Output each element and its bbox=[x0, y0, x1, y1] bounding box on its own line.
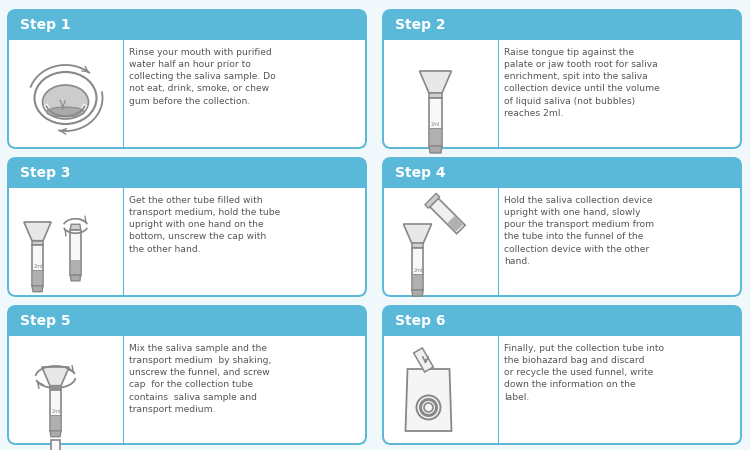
Bar bbox=[8, 173, 366, 188]
FancyBboxPatch shape bbox=[383, 10, 741, 40]
Text: Step 1: Step 1 bbox=[20, 18, 70, 32]
Polygon shape bbox=[406, 369, 451, 431]
Polygon shape bbox=[429, 93, 442, 98]
Polygon shape bbox=[70, 230, 81, 275]
Polygon shape bbox=[419, 71, 452, 93]
FancyBboxPatch shape bbox=[383, 306, 741, 444]
Text: Step 2: Step 2 bbox=[395, 18, 445, 32]
Bar bbox=[8, 321, 366, 336]
Text: Get the other tube filled with
transport medium, hold the tube
upright with one : Get the other tube filled with transport… bbox=[129, 196, 280, 254]
Text: 2ml: 2ml bbox=[34, 265, 43, 270]
FancyBboxPatch shape bbox=[383, 158, 741, 296]
Text: Mix the saliva sample and the
transport medium  by shaking,
unscrew the funnel, : Mix the saliva sample and the transport … bbox=[129, 344, 272, 414]
Polygon shape bbox=[33, 270, 42, 285]
Polygon shape bbox=[413, 274, 422, 289]
Text: Step 6: Step 6 bbox=[395, 314, 445, 328]
Text: Hold the saliva collection device
upright with one hand, slowly
pour the transpo: Hold the saliva collection device uprigh… bbox=[504, 196, 654, 266]
Text: Step 4: Step 4 bbox=[395, 166, 445, 180]
Bar bbox=[414, 348, 434, 372]
Bar bbox=[448, 216, 463, 232]
FancyBboxPatch shape bbox=[383, 306, 741, 336]
Polygon shape bbox=[32, 245, 43, 286]
Text: γ: γ bbox=[58, 96, 66, 109]
Bar bbox=[430, 198, 465, 234]
FancyBboxPatch shape bbox=[8, 158, 366, 188]
Polygon shape bbox=[412, 243, 423, 248]
Polygon shape bbox=[32, 241, 43, 245]
Bar bbox=[383, 173, 741, 188]
Polygon shape bbox=[51, 415, 60, 430]
Polygon shape bbox=[70, 224, 81, 230]
Polygon shape bbox=[71, 261, 80, 274]
Polygon shape bbox=[70, 275, 81, 281]
FancyBboxPatch shape bbox=[8, 10, 366, 40]
FancyBboxPatch shape bbox=[8, 306, 366, 444]
Polygon shape bbox=[42, 367, 69, 386]
Text: 2ml: 2ml bbox=[52, 410, 61, 414]
FancyBboxPatch shape bbox=[383, 158, 741, 188]
FancyBboxPatch shape bbox=[383, 10, 741, 148]
Polygon shape bbox=[404, 224, 431, 243]
Text: 2ml: 2ml bbox=[430, 122, 439, 127]
Polygon shape bbox=[24, 222, 51, 241]
FancyBboxPatch shape bbox=[8, 306, 366, 336]
Text: 2ml: 2ml bbox=[413, 268, 423, 273]
Polygon shape bbox=[51, 440, 60, 450]
Bar bbox=[383, 321, 741, 336]
Text: Rinse your mouth with purified
water half an hour prior to
collecting the saliva: Rinse your mouth with purified water hal… bbox=[129, 48, 276, 106]
Polygon shape bbox=[412, 290, 423, 296]
Bar bbox=[8, 25, 366, 40]
Polygon shape bbox=[412, 248, 423, 290]
FancyBboxPatch shape bbox=[8, 10, 366, 148]
Text: Finally, put the collection tube into
the biohazard bag and discard
or recycle t: Finally, put the collection tube into th… bbox=[504, 344, 664, 401]
FancyBboxPatch shape bbox=[8, 158, 366, 296]
Bar bbox=[424, 194, 439, 208]
Polygon shape bbox=[430, 128, 441, 145]
Bar bbox=[383, 25, 741, 40]
Text: Step 5: Step 5 bbox=[20, 314, 70, 328]
Polygon shape bbox=[50, 431, 61, 436]
Text: Step 3: Step 3 bbox=[20, 166, 70, 180]
Polygon shape bbox=[429, 146, 442, 153]
Ellipse shape bbox=[43, 85, 88, 119]
Polygon shape bbox=[50, 390, 61, 431]
Text: Raise tongue tip against the
palate or jaw tooth root for saliva
enrichment, spi: Raise tongue tip against the palate or j… bbox=[504, 48, 660, 118]
Polygon shape bbox=[429, 98, 442, 146]
Polygon shape bbox=[32, 286, 43, 292]
Ellipse shape bbox=[46, 107, 85, 117]
Polygon shape bbox=[50, 386, 61, 390]
